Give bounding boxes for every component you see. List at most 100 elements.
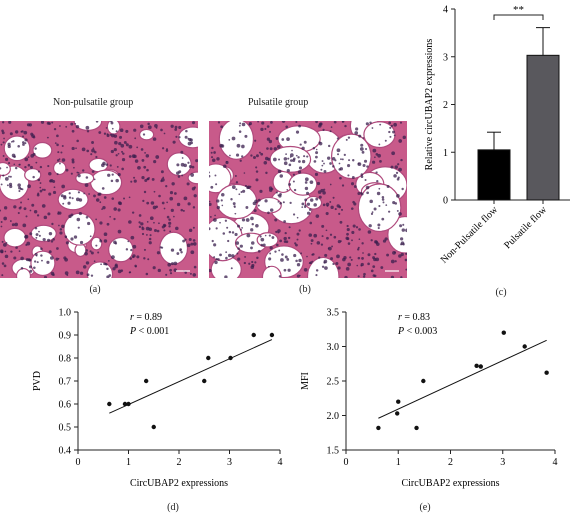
cell-nucleus [343,153,346,156]
y-tick-label: 0.6 [59,400,72,411]
x-axis-label: CircUBAP2 expressions [130,478,228,489]
cell-nucleus [296,274,300,278]
cell-nucleus [165,185,168,188]
cell-nucleus [269,252,272,255]
cell-nucleus [121,150,124,153]
cell-nucleus [390,124,394,127]
cell-nucleus [117,208,121,212]
cell-nucleus [168,221,172,225]
cell-nucleus [321,235,324,238]
cell-nucleus [46,136,49,139]
significance-label: ** [513,4,524,16]
cell-nucleus [169,272,173,275]
cell-nucleus [227,239,230,243]
annotation-r: r = 0.83 [398,312,430,323]
cell-nucleus [91,170,95,173]
cell-nucleus [214,260,218,265]
cell-nucleus [287,268,291,272]
cell-nucleus [8,162,11,165]
cell-nucleus [285,153,287,155]
cell-nucleus [6,166,8,169]
cell-nucleus [217,121,221,124]
cell-nucleus [315,197,319,201]
cell-nucleus [368,224,372,228]
cell-nucleus [0,249,4,254]
data-point [202,378,207,384]
cell-nucleus [107,173,111,177]
y-axis-label: PVD [32,371,43,391]
cell-nucleus [132,254,136,258]
cell-nucleus [60,151,63,154]
cell-nucleus [191,165,195,169]
cell-nucleus [393,122,397,127]
cell-nucleus [277,201,280,203]
cell-nucleus [361,257,364,260]
cell-nucleus [297,170,302,174]
cell-nucleus [269,246,273,250]
cell-nucleus [325,202,330,207]
cell-nucleus [115,154,118,157]
cell-nucleus [58,224,60,227]
cell-nucleus [251,241,255,245]
cell-nucleus [43,188,46,191]
cell-nucleus [231,185,236,190]
cell-nucleus [184,135,188,139]
cell-nucleus [177,175,181,178]
cell-nucleus [264,234,267,237]
cell-nucleus [283,220,286,223]
cell-nucleus [0,225,3,228]
cell-nucleus [29,269,33,273]
cell-nucleus [111,197,115,200]
cell-nucleus [378,143,381,146]
alveolar-space [32,141,53,159]
cell-nucleus [129,257,132,260]
cell-nucleus [130,248,133,252]
scatter-chart-mfi: 1.5 2.0 2.5 3.0 3.5 0 1 2 3 4 r = 0.83 P < 0.003 Cir… [300,308,558,490]
cell-nucleus [303,267,308,272]
cell-nucleus [2,121,5,124]
cell-nucleus [186,182,190,186]
cell-nucleus [351,176,355,179]
cell-nucleus [144,152,146,154]
cell-nucleus [304,181,308,184]
cell-nucleus [214,174,217,177]
cell-nucleus [81,147,86,152]
cell-nucleus [296,263,301,267]
cell-nucleus [338,212,341,215]
cell-nucleus [141,159,145,162]
cell-nucleus [190,173,194,177]
cell-nucleus [128,144,133,149]
cell-nucleus [270,121,273,124]
x-tick-label: 3 [500,457,505,468]
cell-nucleus [99,201,102,204]
cell-nucleus [152,137,157,141]
cell-nucleus [71,197,74,200]
cell-nucleus [2,141,5,144]
cell-nucleus [340,208,344,211]
cell-nucleus [209,227,211,231]
cell-nucleus [301,159,306,164]
data-point [143,378,149,384]
cell-nucleus [309,221,313,225]
cell-nucleus [281,138,285,141]
cell-nucleus [221,204,224,207]
cell-nucleus [235,241,240,245]
cell-nucleus [255,166,258,169]
y-tick-label: 0 [443,196,448,207]
cell-nucleus [239,244,243,248]
cell-nucleus [321,160,324,163]
cell-nucleus [106,222,110,226]
cell-nucleus [91,141,94,144]
cell-nucleus [220,125,224,129]
cell-nucleus [90,153,93,156]
cell-nucleus [386,185,390,188]
y-tick-label: 3.5 [327,308,340,319]
cell-nucleus [350,258,353,261]
cell-nucleus [61,184,66,189]
cell-nucleus [36,214,40,217]
bar [477,149,511,201]
cell-nucleus [363,159,368,163]
cell-nucleus [269,130,271,133]
cell-nucleus [52,190,57,195]
cell-nucleus [311,260,314,263]
